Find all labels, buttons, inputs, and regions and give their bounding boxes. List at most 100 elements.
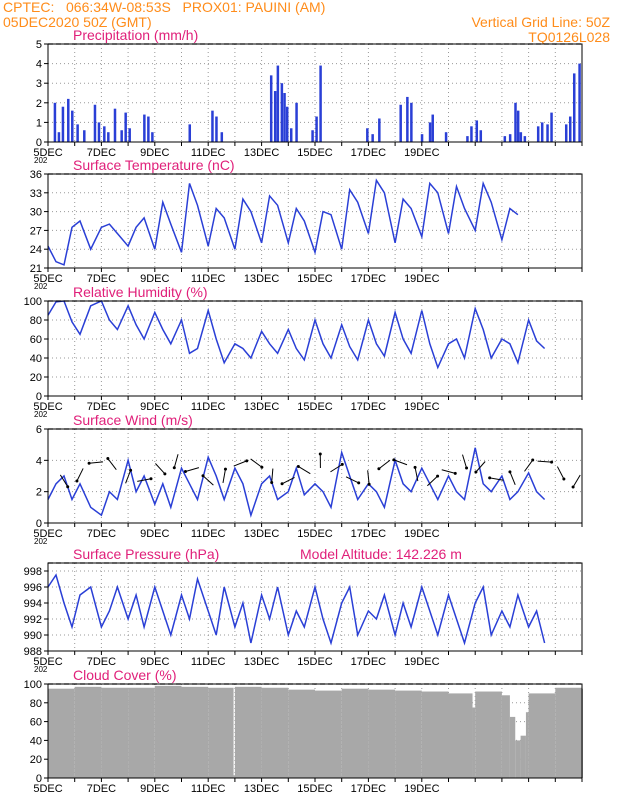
x-tick-label: 19DEC xyxy=(404,147,440,159)
year-stub: 202 xyxy=(34,410,48,419)
precip-bar xyxy=(315,116,318,142)
precip-bar xyxy=(503,136,507,142)
series-line xyxy=(47,178,519,266)
wind-arrows xyxy=(59,452,581,489)
wind-arrow xyxy=(107,458,117,470)
precip-bar xyxy=(420,134,424,142)
wind-arrow xyxy=(281,476,295,485)
precip-bar xyxy=(508,134,512,142)
y-tick-label: 4 xyxy=(36,455,42,467)
precip-bar xyxy=(536,126,540,142)
precip-bar xyxy=(120,130,123,142)
precip-bar xyxy=(295,102,298,142)
wind-arrow-head xyxy=(531,458,535,462)
wind-arrow xyxy=(59,474,69,488)
wind-arrow-head xyxy=(508,470,512,474)
x-tick-label: 5DEC xyxy=(33,273,62,285)
precip-bar xyxy=(61,106,65,142)
wind-arrow xyxy=(441,469,456,474)
x-tick-label: 11DEC xyxy=(191,528,226,540)
header-code: TQ0126L028 xyxy=(528,29,610,45)
precip-bar xyxy=(53,102,57,142)
wind-arrow xyxy=(537,460,552,463)
x-tick-label: 11DEC xyxy=(191,401,226,413)
precip-bar xyxy=(568,116,572,142)
x-tick-label: 17DEC xyxy=(351,783,387,795)
precip-bar xyxy=(564,124,568,142)
wind-arrow xyxy=(76,468,84,482)
y-tick-label: 0 xyxy=(36,518,42,530)
year-stub: 202 xyxy=(34,537,48,546)
x-tick-label: 15DEC xyxy=(297,147,333,159)
y-tick-label: 996 xyxy=(24,582,42,594)
year-stub: 202 xyxy=(34,156,48,165)
wind-arrow xyxy=(345,476,359,484)
wind-arrow-head xyxy=(562,477,566,481)
cloud-bar xyxy=(472,707,476,778)
y-tick-label: 60 xyxy=(30,334,42,346)
x-tick-label: 7DEC xyxy=(87,273,116,285)
precip-bar xyxy=(523,136,527,142)
wind-arrow-head xyxy=(474,470,478,474)
precip-bar xyxy=(57,132,61,142)
precip-bar xyxy=(406,96,409,142)
precip-bar xyxy=(475,120,479,142)
x-tick-label: 17DEC xyxy=(351,401,387,413)
precip-bar xyxy=(67,98,70,142)
wind-arrow xyxy=(125,470,132,484)
x-tick-label: 17DEC xyxy=(351,273,387,285)
cloud-bar xyxy=(341,688,369,778)
x-tick-label: 11DEC xyxy=(191,783,226,795)
x-tick-label: 9DEC xyxy=(140,147,169,159)
precip-bar xyxy=(215,116,218,142)
x-tick-label: 19DEC xyxy=(404,528,440,540)
wind-arrow-head xyxy=(201,474,205,478)
x-tick-label: 13DEC xyxy=(244,147,280,159)
wind-arrow-head xyxy=(172,466,176,470)
precip-bar xyxy=(269,75,273,142)
x-tick-label: 15DEC xyxy=(297,783,333,795)
cloud-bar xyxy=(520,735,526,778)
panel-3: 0 20 40 60 80 100 5DEC 7DEC 9DEC 11DEC 13DEC 15DEC 1… xyxy=(24,284,583,419)
wind-arrow-head xyxy=(453,471,457,475)
x-tick-label: 13DEC xyxy=(244,401,280,413)
wind-arrow-head xyxy=(183,469,187,473)
series-line xyxy=(47,573,546,646)
wind-arrow-head xyxy=(465,466,469,470)
precip-bar xyxy=(378,118,381,142)
wind-arrow xyxy=(414,467,419,482)
x-tick-label: 7DEC xyxy=(87,783,116,795)
y-tick-label: 20 xyxy=(30,372,42,384)
x-tick-label: 19DEC xyxy=(404,401,440,413)
panel-title: Surface Wind (m/s) xyxy=(73,412,193,428)
y-tick-label: 60 xyxy=(30,717,42,729)
wind-arrow-head xyxy=(413,465,417,469)
wind-arrow-head xyxy=(149,477,153,481)
precip-bar xyxy=(572,73,576,142)
precip-bar xyxy=(319,65,322,142)
cloud-bar xyxy=(234,686,262,778)
year-stub: 202 xyxy=(34,282,48,291)
precip-bar xyxy=(514,102,517,142)
x-tick-label: 9DEC xyxy=(140,656,169,668)
cloud-bar xyxy=(555,687,582,778)
wind-arrow xyxy=(330,463,343,473)
y-tick-label: 100 xyxy=(24,296,42,308)
x-tick-label: 7DEC xyxy=(87,147,116,159)
precip-bar xyxy=(147,116,150,142)
x-tick-label: 19DEC xyxy=(404,783,440,795)
y-tick-label: 27 xyxy=(30,225,42,237)
precip-bar xyxy=(410,102,413,142)
wind-arrow xyxy=(202,475,214,486)
precip-bar xyxy=(546,124,549,142)
panel-title: Relative Humidity (%) xyxy=(73,284,208,300)
panel-title: Cloud Cover (%) xyxy=(73,667,176,683)
wind-arrow xyxy=(524,459,534,472)
x-tick-label: 17DEC xyxy=(351,528,387,540)
y-tick-label: 5 xyxy=(36,39,42,51)
precip-bar xyxy=(151,132,154,142)
y-tick-label: 4 xyxy=(36,59,42,71)
y-tick-label: 80 xyxy=(30,698,42,710)
cloud-bar xyxy=(74,686,102,778)
wind-arrow-head xyxy=(392,458,396,462)
